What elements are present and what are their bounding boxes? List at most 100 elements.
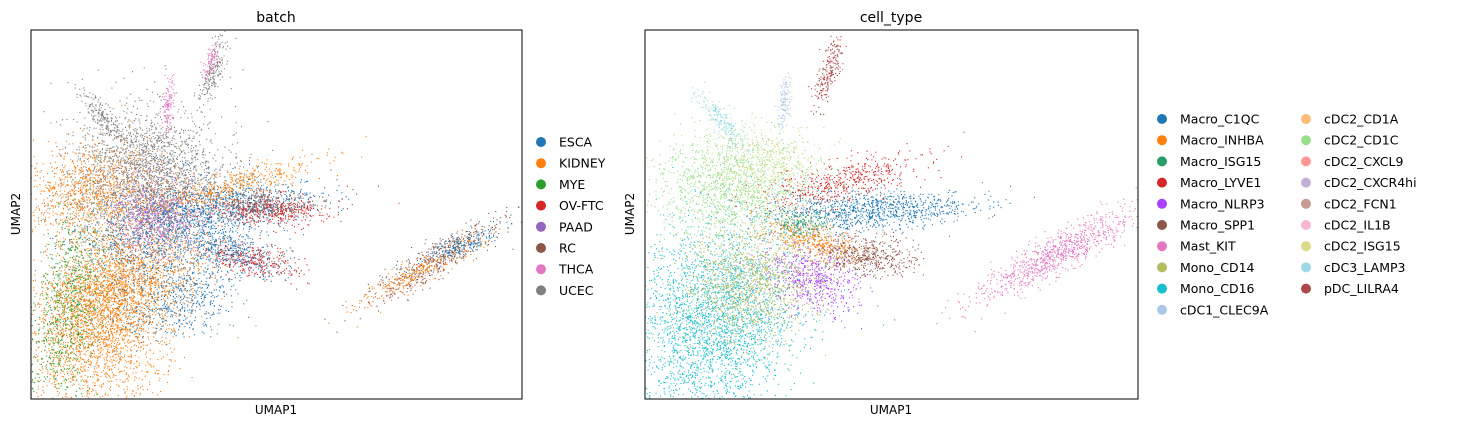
legend-label: RC	[559, 241, 576, 256]
cluster-points	[765, 208, 843, 238]
legend-label: THCA	[558, 262, 594, 277]
legend: Macro_C1QC Macro_INHBA Macro_ISG15 Macro_LY…	[1157, 112, 1417, 317]
point-cloud	[193, 30, 237, 130]
legend-label: cDC1_CLEC9A	[1180, 302, 1269, 317]
point-cloud	[681, 116, 841, 215]
legend-marker	[1157, 198, 1167, 209]
legend-marker	[1157, 241, 1167, 252]
legend-label: cDC2_IL1B	[1324, 218, 1391, 233]
point-cloud	[765, 208, 843, 238]
legend-label: UCEC	[559, 283, 594, 298]
point-cloud	[31, 154, 134, 399]
legend-label: KIDNEY	[559, 156, 606, 171]
cluster-points	[31, 154, 134, 399]
point-cloud	[67, 78, 136, 156]
legend-marker	[536, 264, 546, 275]
legend-marker	[536, 243, 546, 253]
legend-label: cDC2_CD1A	[1324, 112, 1399, 127]
point-cloud	[158, 74, 180, 144]
legend-label: cDC2_CXCR4hi	[1324, 175, 1417, 190]
legend-marker	[536, 221, 546, 232]
cluster-points	[936, 187, 1138, 333]
legend-marker	[1301, 220, 1311, 230]
legend-label: Mono_CD16	[1180, 281, 1255, 296]
legend-marker	[1301, 114, 1311, 124]
legend-label: OV-FTC	[559, 198, 604, 213]
cluster-points	[31, 65, 313, 335]
point-cloud	[31, 104, 257, 399]
legend-label: Macro_ISG15	[1180, 154, 1261, 169]
point-cloud	[328, 227, 509, 328]
legend-label: cDC2_ISG15	[1324, 239, 1401, 254]
legend-marker	[1301, 198, 1311, 209]
legend-marker	[1301, 262, 1311, 273]
panel-cell-type: cell_type UMAP1 UMAP2 Macro_C1QC Macro_IN…	[623, 10, 1417, 417]
legend-label: pDC_LILRA4	[1324, 281, 1399, 296]
chart-title: batch	[256, 10, 296, 26]
legend-marker	[536, 200, 546, 211]
legend-label: MYE	[559, 177, 585, 192]
legend-label: Macro_C1QC	[1180, 112, 1260, 127]
x-axis-label: UMAP1	[870, 403, 912, 417]
cluster-points	[803, 221, 925, 284]
point-cloud	[103, 136, 367, 226]
plot-frame	[644, 29, 1139, 400]
cluster-points	[645, 164, 885, 399]
legend-marker	[1301, 156, 1311, 167]
cluster-points	[690, 81, 763, 161]
x-axis-label: UMAP1	[255, 403, 297, 417]
legend-marker	[536, 179, 546, 190]
legend-marker	[1157, 177, 1167, 188]
legend-marker	[536, 158, 546, 169]
legend-label: Macro_NLRP3	[1180, 196, 1265, 211]
cluster-points	[187, 185, 400, 234]
panel-batch: batch UMAP1 UMAP2 ESCA KIDNEY MYE OV-FTC PAA…	[9, 10, 606, 417]
point-cloud	[774, 72, 793, 141]
legend-label: Macro_INHBA	[1180, 133, 1264, 148]
legend-label: ESCA	[559, 135, 593, 150]
scatter-points	[645, 35, 1138, 399]
legend-label: cDC2_FCN1	[1324, 196, 1397, 211]
y-axis-label: UMAP2	[9, 193, 23, 235]
point-cloud	[324, 206, 520, 333]
point-cloud	[31, 65, 313, 335]
legend-label: cDC2_CD1C	[1324, 133, 1399, 148]
legend-marker	[1157, 262, 1167, 273]
point-cloud	[808, 35, 847, 116]
legend-label: Macro_LYVE1	[1180, 175, 1261, 190]
y-axis-label: UMAP2	[623, 193, 637, 235]
cluster-points	[52, 148, 291, 321]
cluster-points	[31, 104, 257, 399]
legend-marker	[1301, 135, 1311, 146]
legend-marker	[1157, 304, 1167, 315]
point-cloud	[187, 185, 400, 234]
scatter-points	[31, 30, 522, 399]
legend-marker	[1157, 220, 1167, 230]
legend-marker	[1301, 177, 1311, 188]
chart-title: cell_type	[860, 10, 922, 26]
cluster-points	[158, 74, 180, 144]
cluster-points	[328, 227, 509, 328]
cluster-points	[201, 190, 331, 221]
cluster-points	[808, 35, 847, 116]
cluster-points	[324, 206, 520, 333]
legend-marker	[1301, 283, 1311, 294]
legend-marker	[1157, 283, 1167, 294]
plot-frame	[30, 29, 523, 400]
legend-marker	[1301, 241, 1311, 252]
legend-marker	[536, 285, 546, 296]
legend-label: PAAD	[559, 219, 593, 234]
cluster-points	[193, 30, 237, 130]
point-cloud	[803, 221, 925, 284]
legend-label: Mast_KIT	[1180, 239, 1236, 254]
point-cloud	[739, 232, 896, 330]
legend-label: Mono_CD14	[1180, 260, 1255, 275]
cluster-points	[67, 78, 136, 156]
point-cloud	[690, 81, 763, 161]
cluster-points	[681, 116, 841, 215]
legend-marker	[1157, 135, 1167, 146]
legend-marker	[1157, 114, 1167, 124]
point-cloud	[645, 164, 885, 399]
cluster-points	[103, 136, 367, 226]
